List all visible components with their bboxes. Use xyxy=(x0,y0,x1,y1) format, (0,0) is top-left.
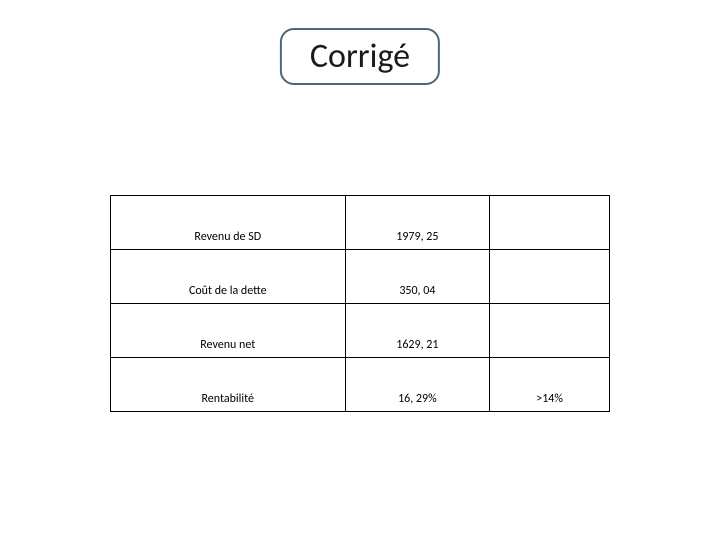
row-label: Rentabilité xyxy=(111,358,346,412)
row-label: Revenu net xyxy=(111,304,346,358)
row-note: >14% xyxy=(490,358,610,412)
row-label: Coût de la dette xyxy=(111,250,346,304)
row-value: 16, 29% xyxy=(345,358,490,412)
data-table: Revenu de SD 1979, 25 Coût de la dette 3… xyxy=(110,195,610,412)
table-row: Rentabilité 16, 29% >14% xyxy=(111,358,610,412)
table-row: Coût de la dette 350, 04 xyxy=(111,250,610,304)
title-box: Corrigé xyxy=(280,28,440,85)
row-value: 350, 04 xyxy=(345,250,490,304)
row-note xyxy=(490,196,610,250)
table-row: Revenu net 1629, 21 xyxy=(111,304,610,358)
row-note xyxy=(490,304,610,358)
row-value: 1629, 21 xyxy=(345,304,490,358)
page-title: Corrigé xyxy=(310,36,410,77)
row-label: Revenu de SD xyxy=(111,196,346,250)
table-row: Revenu de SD 1979, 25 xyxy=(111,196,610,250)
row-value: 1979, 25 xyxy=(345,196,490,250)
row-note xyxy=(490,250,610,304)
